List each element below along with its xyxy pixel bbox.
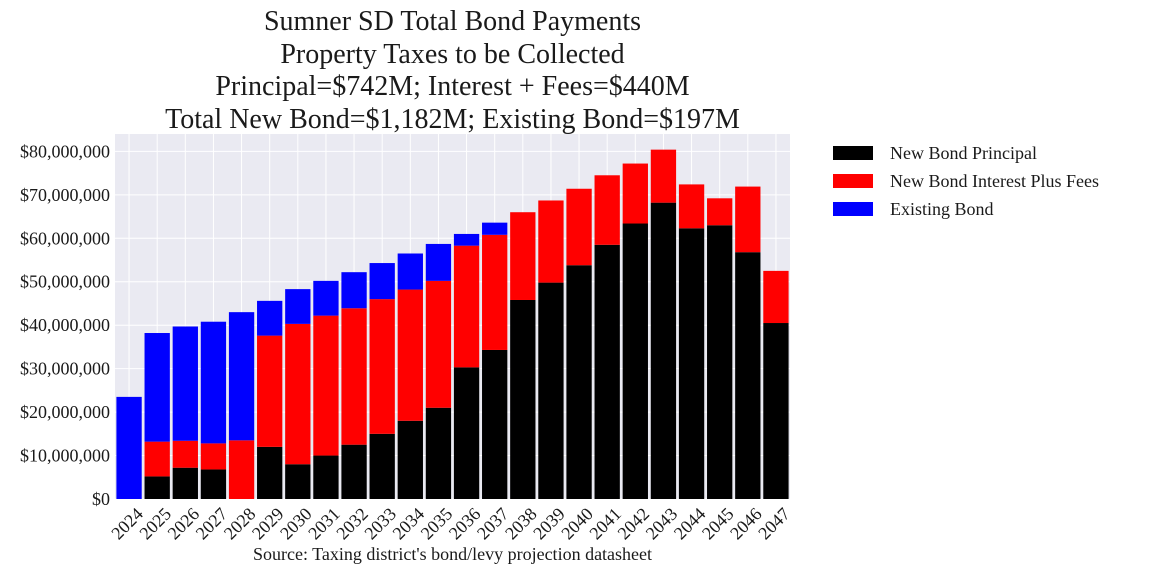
y-tick-label: $30,000,000 [20,359,110,379]
bar-existing-2035 [425,243,452,281]
legend-swatch-principal [833,146,873,160]
bar-interest-2040 [566,188,592,266]
bar-interest-2031 [313,315,339,456]
legend: New Bond Principal New Bond Interest Plu… [833,139,1099,223]
bar-interest-2037 [482,234,508,350]
bar-interest-2028 [228,440,255,499]
bar-principal-2047 [763,323,789,499]
bar-principal-2044 [678,228,705,499]
bar-interest-2027 [200,443,227,470]
bar-interest-2032 [341,308,367,445]
legend-label-principal: New Bond Principal [890,142,1037,163]
bar-principal-2041 [594,244,620,499]
y-tick-label: $80,000,000 [20,141,110,161]
bar-principal-2026 [172,467,198,499]
bars [116,149,789,499]
bar-interest-2029 [257,335,283,447]
bar-principal-2046 [735,252,761,499]
y-tick-label: $40,000,000 [20,315,110,335]
bar-interest-2041 [594,175,620,245]
bar-existing-2030 [285,289,311,324]
bar-principal-2042 [622,223,648,499]
bar-principal-2035 [425,407,452,499]
bar-interest-2025 [144,441,170,477]
y-tick-label: $20,000,000 [20,402,110,422]
bar-interest-2043 [650,149,677,203]
bar-existing-2029 [257,300,283,336]
bar-principal-2037 [482,349,508,499]
bar-principal-2031 [313,455,339,499]
bar-existing-2026 [172,326,198,441]
y-tick-label: $70,000,000 [20,185,110,205]
bar-interest-2036 [453,245,480,368]
bar-principal-2039 [538,282,564,499]
bar-principal-2025 [144,476,170,499]
bar-existing-2033 [369,263,395,300]
bar-principal-2043 [650,202,677,499]
x-axis-ticks: 2024202520262027202820292030203120322033… [107,504,793,544]
legend-item-existing: Existing Bond [833,195,1099,223]
x-axis-label: Source: Taxing district's bond/levy proj… [252,544,653,564]
bar-principal-2027 [200,469,227,499]
bar-interest-2038 [510,212,536,300]
bar-principal-2030 [285,464,311,499]
legend-swatch-existing [833,202,873,216]
bar-principal-2040 [566,265,592,499]
x-tick-label: 2047 [754,504,794,544]
y-tick-label: $0 [92,489,110,509]
bar-existing-2036 [453,233,480,246]
bar-interest-2030 [285,323,311,465]
bar-principal-2034 [397,420,423,499]
y-axis-ticks: $0 $10,000,000 $20,000,000 $30,000,000 $40,0… [20,141,110,509]
legend-label-existing: Existing Bond [890,198,994,219]
bar-interest-2035 [425,280,452,408]
y-tick-label: $50,000,000 [20,272,110,292]
bar-existing-2037 [482,222,508,235]
bar-interest-2039 [538,200,564,283]
bar-existing-2025 [144,333,170,442]
y-tick-label: $10,000,000 [20,446,110,466]
chart-title-line-3: Principal=$742M; Interest + Fees=$440M [215,71,690,102]
bar-interest-2026 [172,440,198,468]
bar-principal-2036 [453,367,480,499]
chart-title-line-2: Property Taxes to be Collected [280,38,625,70]
chart-title-line-4: Total New Bond=$1,182M; Existing Bond=$1… [165,103,740,135]
bar-principal-2029 [257,446,283,499]
bar-principal-2033 [369,433,395,499]
legend-item-interest: New Bond Interest Plus Fees [833,167,1099,195]
bar-principal-2032 [341,444,367,499]
bar-interest-2046 [735,186,761,253]
chart-title-line-1: Sumner SD Total Bond Payments [263,6,642,37]
bar-principal-2045 [707,225,733,499]
bar-existing-2024 [116,396,142,499]
bar-interest-2044 [678,184,705,229]
chart-title: Sumner SD Total Bond Payments Property T… [115,6,790,136]
bar-interest-2047 [763,270,789,324]
bar-principal-2038 [510,299,536,499]
legend-label-interest: New Bond Interest Plus Fees [890,170,1099,191]
legend-swatch-interest [833,174,873,188]
y-tick-label: $60,000,000 [20,228,110,248]
bar-existing-2031 [313,280,339,316]
bar-existing-2034 [397,253,423,290]
legend-item-principal: New Bond Principal [833,139,1099,167]
bar-interest-2045 [707,198,733,226]
bar-existing-2032 [341,272,367,309]
bar-existing-2027 [200,321,227,444]
bar-interest-2034 [397,289,423,421]
bar-interest-2042 [622,163,648,224]
bar-existing-2028 [228,312,255,441]
bar-interest-2033 [369,299,395,434]
